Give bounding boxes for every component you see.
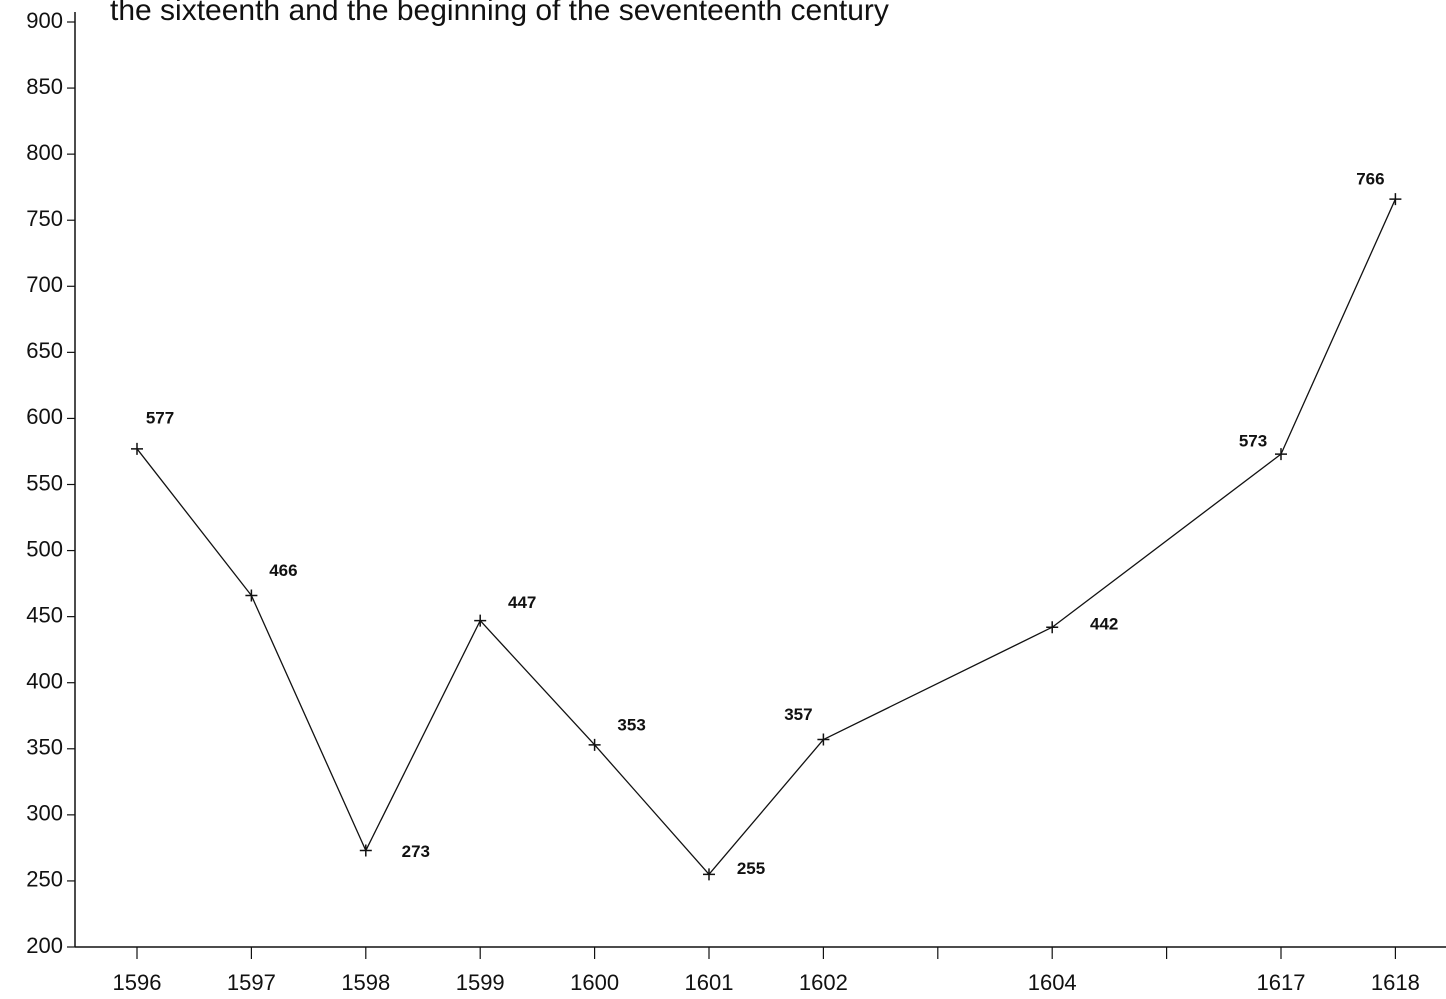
point-marker xyxy=(703,868,715,881)
point-marker xyxy=(817,733,830,746)
point-marker xyxy=(588,738,601,751)
value-label: 447 xyxy=(508,593,536,612)
point-marker xyxy=(1275,448,1287,461)
y-tick-label: 650 xyxy=(26,338,63,363)
y-tick-label: 200 xyxy=(26,933,63,958)
value-label: 255 xyxy=(737,859,765,878)
point-marker xyxy=(474,614,487,627)
y-tick-label: 750 xyxy=(26,206,63,231)
point-marker xyxy=(131,442,143,455)
value-label: 573 xyxy=(1239,432,1267,451)
x-tick-label: 1599 xyxy=(456,970,505,995)
y-tick-label: 350 xyxy=(26,735,63,760)
y-tick-label: 300 xyxy=(26,801,63,826)
x-tick-label: 1597 xyxy=(227,970,276,995)
y-tick-label: 450 xyxy=(26,602,63,627)
point-marker xyxy=(1389,193,1402,206)
y-tick-label: 800 xyxy=(26,140,63,165)
value-label: 442 xyxy=(1090,615,1118,634)
y-tick-label: 600 xyxy=(26,404,63,429)
x-tick-label: 1600 xyxy=(570,970,619,995)
x-tick-label: 1602 xyxy=(799,970,848,995)
y-tick-label: 900 xyxy=(26,8,63,33)
x-tick-label: 1604 xyxy=(1028,970,1077,995)
x-tick-label: 1617 xyxy=(1257,970,1306,995)
value-label: 353 xyxy=(617,715,645,734)
line-segment xyxy=(479,620,596,746)
x-tick-label: 1596 xyxy=(113,970,162,995)
y-tick-label: 400 xyxy=(26,669,63,694)
x-tick-label: 1598 xyxy=(341,970,390,995)
value-label: 466 xyxy=(269,561,297,580)
point-marker xyxy=(245,589,258,602)
y-tick-label: 850 xyxy=(26,74,63,99)
value-label: 273 xyxy=(402,842,430,861)
line-segment xyxy=(1051,453,1282,628)
point-marker xyxy=(1046,621,1059,634)
line-segment xyxy=(708,739,824,875)
value-label: 577 xyxy=(146,408,174,427)
line-segment xyxy=(1280,198,1396,455)
chart-title: the sixteenth and the beginning of the s… xyxy=(110,0,889,27)
line-segment xyxy=(594,744,710,875)
line-segment xyxy=(823,626,1053,741)
y-tick-label: 700 xyxy=(26,272,63,297)
x-tick-label: 1618 xyxy=(1371,970,1420,995)
line-segment xyxy=(136,448,252,596)
y-tick-label: 550 xyxy=(26,470,63,495)
y-tick-label: 250 xyxy=(26,867,63,892)
line-segment xyxy=(250,595,367,851)
x-tick-label: 1601 xyxy=(685,970,734,995)
value-label: 357 xyxy=(784,705,812,724)
y-tick-label: 500 xyxy=(26,536,63,561)
point-marker xyxy=(359,844,372,857)
line-segment xyxy=(365,620,481,851)
value-label: 766 xyxy=(1356,170,1384,189)
